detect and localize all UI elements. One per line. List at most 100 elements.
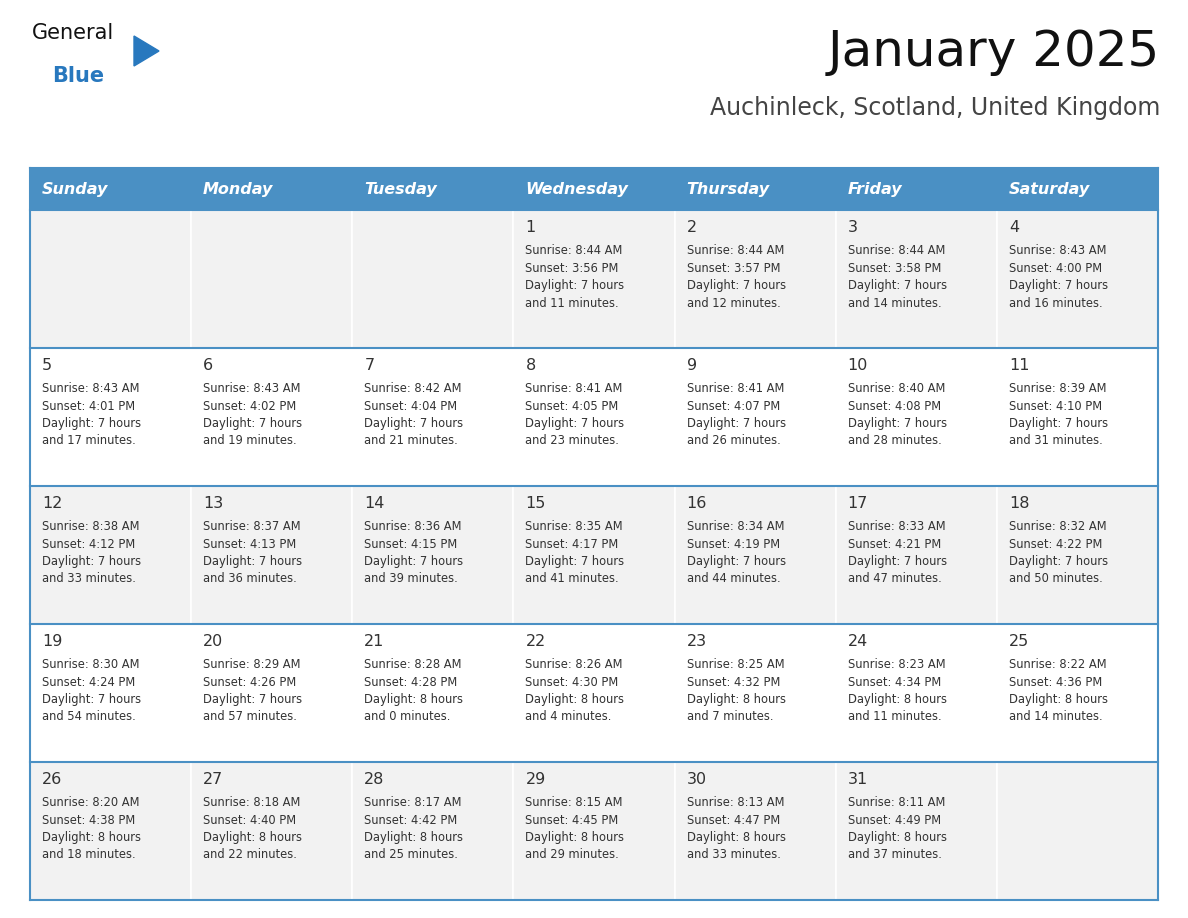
Bar bbox=[675, 210, 835, 348]
Text: Sunrise: 8:37 AM
Sunset: 4:13 PM
Daylight: 7 hours
and 36 minutes.: Sunrise: 8:37 AM Sunset: 4:13 PM Dayligh… bbox=[203, 520, 302, 586]
Bar bbox=[997, 762, 1158, 900]
Bar bbox=[191, 624, 353, 762]
Text: Sunrise: 8:44 AM
Sunset: 3:56 PM
Daylight: 7 hours
and 11 minutes.: Sunrise: 8:44 AM Sunset: 3:56 PM Dayligh… bbox=[525, 244, 625, 309]
Bar bbox=[191, 486, 353, 624]
Text: Sunrise: 8:15 AM
Sunset: 4:45 PM
Daylight: 8 hours
and 29 minutes.: Sunrise: 8:15 AM Sunset: 4:45 PM Dayligh… bbox=[525, 796, 625, 861]
Bar bbox=[997, 624, 1158, 762]
Text: 30: 30 bbox=[687, 772, 707, 787]
Text: Sunrise: 8:43 AM
Sunset: 4:00 PM
Daylight: 7 hours
and 16 minutes.: Sunrise: 8:43 AM Sunset: 4:00 PM Dayligh… bbox=[1009, 244, 1108, 309]
Bar bbox=[997, 210, 1158, 348]
Text: 18: 18 bbox=[1009, 496, 1029, 511]
Text: Sunrise: 8:25 AM
Sunset: 4:32 PM
Daylight: 8 hours
and 7 minutes.: Sunrise: 8:25 AM Sunset: 4:32 PM Dayligh… bbox=[687, 658, 785, 723]
Bar bbox=[353, 348, 513, 486]
Text: Sunrise: 8:38 AM
Sunset: 4:12 PM
Daylight: 7 hours
and 33 minutes.: Sunrise: 8:38 AM Sunset: 4:12 PM Dayligh… bbox=[42, 520, 141, 586]
Text: 17: 17 bbox=[848, 496, 868, 511]
Text: Sunrise: 8:44 AM
Sunset: 3:57 PM
Daylight: 7 hours
and 12 minutes.: Sunrise: 8:44 AM Sunset: 3:57 PM Dayligh… bbox=[687, 244, 785, 309]
Text: 23: 23 bbox=[687, 634, 707, 649]
Text: 15: 15 bbox=[525, 496, 545, 511]
Bar bbox=[513, 210, 675, 348]
Text: Sunrise: 8:36 AM
Sunset: 4:15 PM
Daylight: 7 hours
and 39 minutes.: Sunrise: 8:36 AM Sunset: 4:15 PM Dayligh… bbox=[365, 520, 463, 586]
Text: Sunrise: 8:13 AM
Sunset: 4:47 PM
Daylight: 8 hours
and 33 minutes.: Sunrise: 8:13 AM Sunset: 4:47 PM Dayligh… bbox=[687, 796, 785, 861]
Text: 5: 5 bbox=[42, 358, 52, 373]
Text: 28: 28 bbox=[365, 772, 385, 787]
Text: 16: 16 bbox=[687, 496, 707, 511]
Text: 14: 14 bbox=[365, 496, 385, 511]
Bar bbox=[513, 348, 675, 486]
Bar bbox=[30, 624, 191, 762]
Text: 31: 31 bbox=[848, 772, 868, 787]
Bar bbox=[835, 168, 997, 210]
Bar bbox=[353, 210, 513, 348]
Text: 24: 24 bbox=[848, 634, 868, 649]
Text: Sunrise: 8:40 AM
Sunset: 4:08 PM
Daylight: 7 hours
and 28 minutes.: Sunrise: 8:40 AM Sunset: 4:08 PM Dayligh… bbox=[848, 382, 947, 447]
Bar bbox=[191, 210, 353, 348]
Text: Sunrise: 8:32 AM
Sunset: 4:22 PM
Daylight: 7 hours
and 50 minutes.: Sunrise: 8:32 AM Sunset: 4:22 PM Dayligh… bbox=[1009, 520, 1108, 586]
Bar bbox=[835, 486, 997, 624]
Bar bbox=[997, 486, 1158, 624]
Text: Tuesday: Tuesday bbox=[365, 182, 437, 196]
Text: Sunrise: 8:17 AM
Sunset: 4:42 PM
Daylight: 8 hours
and 25 minutes.: Sunrise: 8:17 AM Sunset: 4:42 PM Dayligh… bbox=[365, 796, 463, 861]
Bar bbox=[835, 210, 997, 348]
Text: Friday: Friday bbox=[848, 182, 903, 196]
Text: 10: 10 bbox=[848, 358, 868, 373]
Bar bbox=[30, 486, 191, 624]
Text: General: General bbox=[32, 23, 114, 43]
Bar bbox=[675, 348, 835, 486]
Text: 29: 29 bbox=[525, 772, 545, 787]
Bar bbox=[30, 348, 191, 486]
Text: Sunrise: 8:43 AM
Sunset: 4:01 PM
Daylight: 7 hours
and 17 minutes.: Sunrise: 8:43 AM Sunset: 4:01 PM Dayligh… bbox=[42, 382, 141, 447]
Text: 27: 27 bbox=[203, 772, 223, 787]
Text: 25: 25 bbox=[1009, 634, 1029, 649]
Text: Sunrise: 8:22 AM
Sunset: 4:36 PM
Daylight: 8 hours
and 14 minutes.: Sunrise: 8:22 AM Sunset: 4:36 PM Dayligh… bbox=[1009, 658, 1108, 723]
Bar bbox=[675, 168, 835, 210]
Text: 9: 9 bbox=[687, 358, 696, 373]
Text: Sunrise: 8:29 AM
Sunset: 4:26 PM
Daylight: 7 hours
and 57 minutes.: Sunrise: 8:29 AM Sunset: 4:26 PM Dayligh… bbox=[203, 658, 302, 723]
Text: 2: 2 bbox=[687, 220, 696, 235]
Bar bbox=[353, 486, 513, 624]
Bar bbox=[353, 168, 513, 210]
Text: Sunrise: 8:20 AM
Sunset: 4:38 PM
Daylight: 8 hours
and 18 minutes.: Sunrise: 8:20 AM Sunset: 4:38 PM Dayligh… bbox=[42, 796, 141, 861]
Text: Sunrise: 8:41 AM
Sunset: 4:07 PM
Daylight: 7 hours
and 26 minutes.: Sunrise: 8:41 AM Sunset: 4:07 PM Dayligh… bbox=[687, 382, 785, 447]
Bar bbox=[997, 348, 1158, 486]
Text: Sunrise: 8:43 AM
Sunset: 4:02 PM
Daylight: 7 hours
and 19 minutes.: Sunrise: 8:43 AM Sunset: 4:02 PM Dayligh… bbox=[203, 382, 302, 447]
Text: Wednesday: Wednesday bbox=[525, 182, 628, 196]
Bar bbox=[353, 624, 513, 762]
Bar bbox=[513, 762, 675, 900]
Text: Sunday: Sunday bbox=[42, 182, 108, 196]
Text: Thursday: Thursday bbox=[687, 182, 770, 196]
Bar bbox=[513, 486, 675, 624]
Polygon shape bbox=[134, 36, 159, 66]
Text: Sunrise: 8:39 AM
Sunset: 4:10 PM
Daylight: 7 hours
and 31 minutes.: Sunrise: 8:39 AM Sunset: 4:10 PM Dayligh… bbox=[1009, 382, 1108, 447]
Text: 22: 22 bbox=[525, 634, 545, 649]
Text: January 2025: January 2025 bbox=[828, 28, 1159, 76]
Text: 8: 8 bbox=[525, 358, 536, 373]
Text: Sunrise: 8:41 AM
Sunset: 4:05 PM
Daylight: 7 hours
and 23 minutes.: Sunrise: 8:41 AM Sunset: 4:05 PM Dayligh… bbox=[525, 382, 625, 447]
Text: Sunrise: 8:35 AM
Sunset: 4:17 PM
Daylight: 7 hours
and 41 minutes.: Sunrise: 8:35 AM Sunset: 4:17 PM Dayligh… bbox=[525, 520, 625, 586]
Text: Sunrise: 8:18 AM
Sunset: 4:40 PM
Daylight: 8 hours
and 22 minutes.: Sunrise: 8:18 AM Sunset: 4:40 PM Dayligh… bbox=[203, 796, 302, 861]
Text: 26: 26 bbox=[42, 772, 62, 787]
Bar bbox=[30, 762, 191, 900]
Text: 13: 13 bbox=[203, 496, 223, 511]
Text: 19: 19 bbox=[42, 634, 63, 649]
Text: Blue: Blue bbox=[52, 66, 105, 86]
Text: Auchinleck, Scotland, United Kingdom: Auchinleck, Scotland, United Kingdom bbox=[709, 96, 1159, 120]
Text: Sunrise: 8:26 AM
Sunset: 4:30 PM
Daylight: 8 hours
and 4 minutes.: Sunrise: 8:26 AM Sunset: 4:30 PM Dayligh… bbox=[525, 658, 625, 723]
Text: 21: 21 bbox=[365, 634, 385, 649]
Text: Sunrise: 8:30 AM
Sunset: 4:24 PM
Daylight: 7 hours
and 54 minutes.: Sunrise: 8:30 AM Sunset: 4:24 PM Dayligh… bbox=[42, 658, 141, 723]
Text: Sunrise: 8:34 AM
Sunset: 4:19 PM
Daylight: 7 hours
and 44 minutes.: Sunrise: 8:34 AM Sunset: 4:19 PM Dayligh… bbox=[687, 520, 785, 586]
Text: 1: 1 bbox=[525, 220, 536, 235]
Text: Sunrise: 8:28 AM
Sunset: 4:28 PM
Daylight: 8 hours
and 0 minutes.: Sunrise: 8:28 AM Sunset: 4:28 PM Dayligh… bbox=[365, 658, 463, 723]
Text: 12: 12 bbox=[42, 496, 63, 511]
Text: 6: 6 bbox=[203, 358, 214, 373]
Text: Sunrise: 8:44 AM
Sunset: 3:58 PM
Daylight: 7 hours
and 14 minutes.: Sunrise: 8:44 AM Sunset: 3:58 PM Dayligh… bbox=[848, 244, 947, 309]
Text: 4: 4 bbox=[1009, 220, 1019, 235]
Bar bbox=[513, 168, 675, 210]
Bar bbox=[675, 486, 835, 624]
Bar bbox=[30, 210, 191, 348]
Bar bbox=[191, 348, 353, 486]
Text: Sunrise: 8:23 AM
Sunset: 4:34 PM
Daylight: 8 hours
and 11 minutes.: Sunrise: 8:23 AM Sunset: 4:34 PM Dayligh… bbox=[848, 658, 947, 723]
Text: Sunrise: 8:11 AM
Sunset: 4:49 PM
Daylight: 8 hours
and 37 minutes.: Sunrise: 8:11 AM Sunset: 4:49 PM Dayligh… bbox=[848, 796, 947, 861]
Bar bbox=[835, 762, 997, 900]
Text: Monday: Monday bbox=[203, 182, 273, 196]
Text: 20: 20 bbox=[203, 634, 223, 649]
